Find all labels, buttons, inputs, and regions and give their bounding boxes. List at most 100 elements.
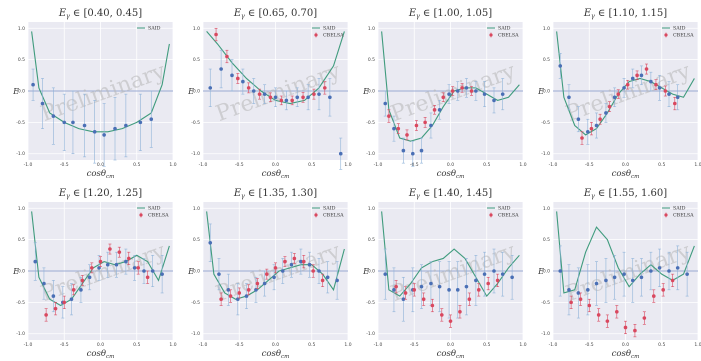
data-point xyxy=(244,294,249,298)
y-tick-label: -1.0 xyxy=(191,331,200,337)
y-tick-label: -1.0 xyxy=(366,331,375,337)
chart-title: Eγ ∈ [0.65, 0.70] xyxy=(233,8,317,20)
y-tick-label: -0.5 xyxy=(191,300,200,306)
data-point xyxy=(429,123,433,128)
data-point-cbelsa xyxy=(644,67,649,71)
data-point-cbelsa xyxy=(268,95,273,100)
data-point-cbelsa xyxy=(596,313,601,317)
legend-label: CBELSA xyxy=(673,33,694,39)
y-tick-label: 1.0 xyxy=(368,206,375,212)
data-point-cbelsa xyxy=(661,288,665,292)
data-point-cbelsa xyxy=(598,117,602,122)
y-tick-label: -1.0 xyxy=(16,331,25,337)
data-point-cbelsa xyxy=(663,89,668,93)
theory-curve xyxy=(556,211,695,294)
data-point xyxy=(639,275,644,280)
x-tick-label: -1.0 xyxy=(374,162,383,168)
y-tick-label: -1.0 xyxy=(16,151,25,157)
y-axis-label: E xyxy=(362,267,369,276)
data-point xyxy=(667,269,671,273)
data-point xyxy=(273,95,278,100)
legend-marker-cbelsa xyxy=(314,33,318,37)
data-point-cbelsa xyxy=(441,95,446,100)
data-point-cbelsa xyxy=(71,288,76,292)
legend-label: CBELSA xyxy=(323,33,344,39)
data-point xyxy=(594,123,599,128)
data-point-cbelsa xyxy=(290,98,294,103)
data-point-cbelsa xyxy=(495,278,500,283)
legend-marker-cbelsa xyxy=(314,213,318,217)
y-tick-label: -0.5 xyxy=(541,120,550,126)
data-point xyxy=(208,240,213,245)
data-point-cbelsa xyxy=(569,300,573,305)
data-point xyxy=(317,269,321,273)
y-tick-label: 0.5 xyxy=(18,237,25,243)
y-tick-label: 0.0 xyxy=(193,89,200,95)
legend-label: CBELSA xyxy=(148,213,169,219)
data-point xyxy=(675,95,680,100)
y-axis-label: E xyxy=(187,267,194,276)
data-point xyxy=(474,278,478,283)
legend-label: CBELSA xyxy=(498,33,519,39)
legend-label: SAID xyxy=(148,26,161,32)
x-tick-label: -1.0 xyxy=(199,342,208,348)
chart-title: Eγ ∈ [1.55, 1.60] xyxy=(583,188,667,200)
data-point xyxy=(383,272,388,276)
x-tick-label: 1.0 xyxy=(694,342,701,348)
data-point-cbelsa xyxy=(117,250,122,254)
x-tick-label: 0.0 xyxy=(97,162,104,168)
data-point xyxy=(510,275,514,280)
data-point-cbelsa xyxy=(311,269,316,273)
y-tick-label: 0.5 xyxy=(193,57,200,63)
chart-title: Eγ ∈ [1.10, 1.15] xyxy=(583,8,667,20)
y-tick-label: 0.5 xyxy=(193,237,200,243)
data-point xyxy=(419,284,424,289)
data-point-cbelsa xyxy=(605,319,610,323)
data-point xyxy=(142,269,146,273)
legend-label: SAID xyxy=(673,26,686,32)
data-point xyxy=(79,288,83,292)
data-point xyxy=(567,288,571,292)
x-axis-label: cosθcm xyxy=(87,169,115,180)
data-point xyxy=(325,275,330,280)
data-point xyxy=(338,151,343,156)
data-point xyxy=(124,123,128,128)
y-tick-label: 1.0 xyxy=(543,206,550,212)
data-point-cbelsa xyxy=(654,82,658,87)
x-tick-label: 0.5 xyxy=(483,162,490,168)
x-tick-label: -1.0 xyxy=(549,342,558,348)
data-point xyxy=(262,281,267,286)
data-point xyxy=(42,281,46,286)
data-point-cbelsa xyxy=(448,319,453,323)
theory-curve xyxy=(381,211,520,298)
data-point-cbelsa xyxy=(460,86,464,90)
data-point-cbelsa xyxy=(396,126,401,131)
y-tick-label: 0.0 xyxy=(193,269,200,275)
data-point xyxy=(124,259,128,264)
data-point-cbelsa xyxy=(301,259,306,264)
data-point-cbelsa xyxy=(673,101,677,106)
data-point xyxy=(208,86,213,90)
x-tick-label: 0.0 xyxy=(447,162,454,168)
x-tick-label: 0.0 xyxy=(622,342,629,348)
data-point-cbelsa xyxy=(236,76,240,81)
y-tick-label: 1.0 xyxy=(193,206,200,212)
x-tick-label: 0.5 xyxy=(658,162,665,168)
data-point xyxy=(71,120,75,125)
x-tick-label: -0.5 xyxy=(235,162,244,168)
x-tick-label: 1.0 xyxy=(344,162,351,168)
data-point-cbelsa xyxy=(578,297,583,302)
legend-label: CBELSA xyxy=(323,213,344,219)
x-axis-label: cosθcm xyxy=(437,169,465,180)
data-point-cbelsa xyxy=(257,92,262,96)
data-point xyxy=(586,288,590,292)
data-point-cbelsa xyxy=(228,294,233,298)
chart-title: Eγ ∈ [1.40, 1.45] xyxy=(408,188,492,200)
data-point-cbelsa xyxy=(283,259,287,264)
x-tick-label: -0.5 xyxy=(410,162,419,168)
data-point xyxy=(594,281,599,286)
legend-label: CBELSA xyxy=(673,213,694,219)
chart-panel-1: Eγ ∈ [0.40, 0.45] -1.0 -0.5 0.0 0.5 1.0 1.0 0.5… xyxy=(12,8,177,180)
y-tick-label: 0.5 xyxy=(543,237,550,243)
data-point-cbelsa xyxy=(635,73,639,78)
